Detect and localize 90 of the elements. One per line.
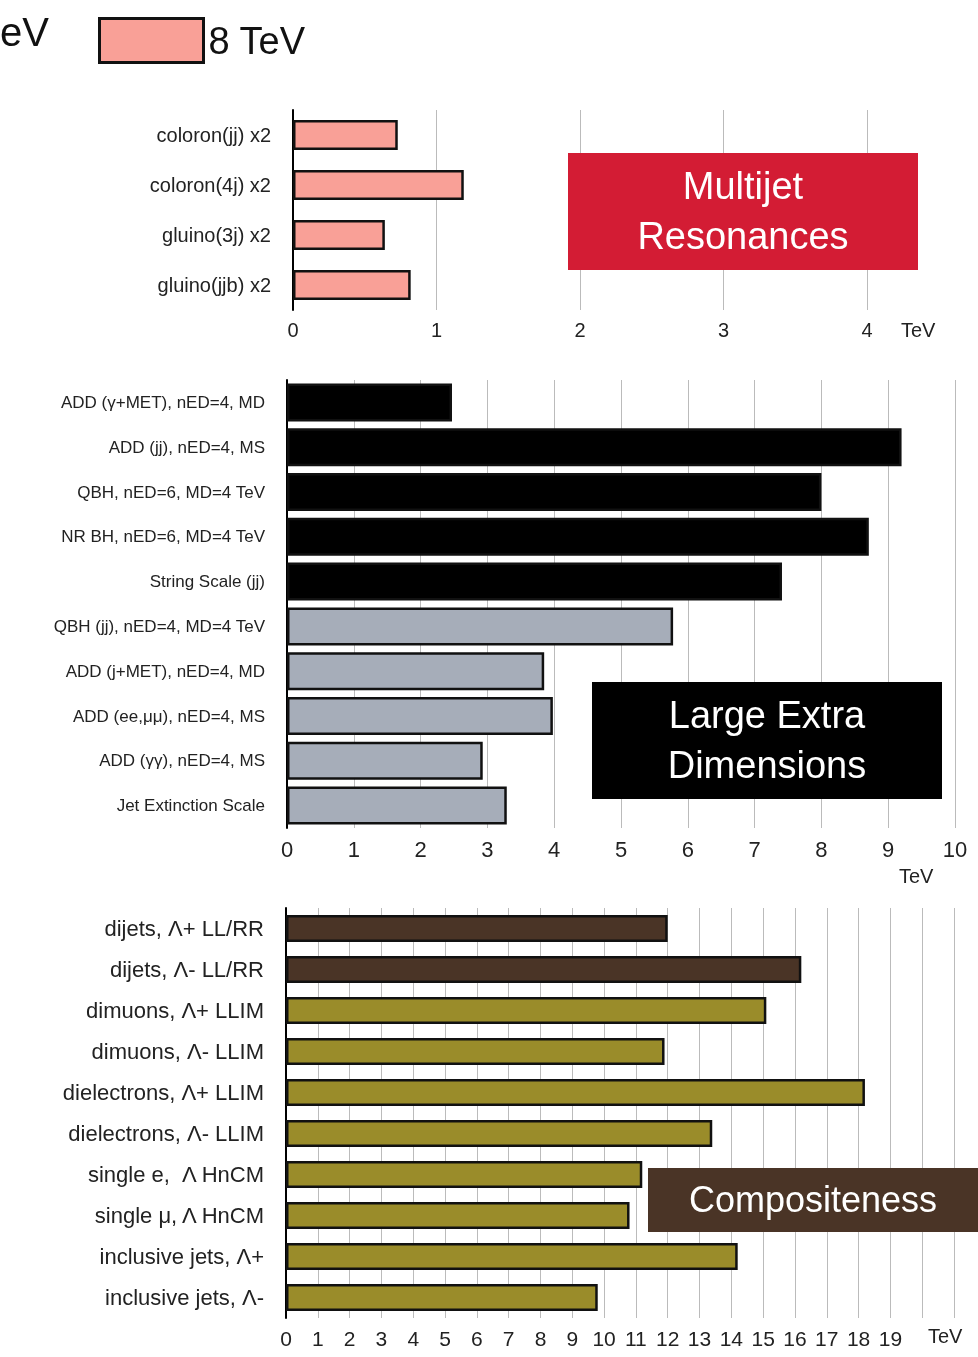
- text: eV: [0, 10, 50, 54]
- x-tick-label: 10: [592, 1327, 616, 1350]
- y-tick-label: coloron(4j) x2: [149, 174, 271, 196]
- bar: [286, 1243, 738, 1270]
- y-tick-label: ADD (γ+MET), nED=4, MD: [60, 392, 265, 412]
- x-tick-label: 7: [748, 836, 761, 862]
- x-tick-label: 1: [311, 1327, 324, 1350]
- bar: [286, 915, 668, 942]
- x-tick-label: 12: [656, 1327, 680, 1350]
- y-tick-label: QBH, nED=6, MD=4 TeV: [77, 482, 266, 502]
- x-tick-label: 9: [566, 1327, 579, 1350]
- bar: [286, 956, 802, 983]
- x-tick-label: 2: [414, 836, 427, 862]
- x-tick-label: 8: [815, 836, 828, 862]
- y-tick-label: Jet Extinction Scale: [116, 796, 265, 816]
- x-tick-label: 6: [471, 1327, 483, 1350]
- y-tick-label: dielectrons, Λ+ LLIM: [62, 1080, 264, 1105]
- x-tick-label: 17: [815, 1327, 839, 1350]
- x-tick-label: 4: [548, 836, 561, 862]
- y-tick-label: ADD (jj), nED=4, MS: [108, 437, 265, 457]
- annotation: Large Extra Dimensions: [667, 693, 867, 788]
- x-tick-label: 18: [846, 1327, 871, 1350]
- x-tick-label: 2: [574, 319, 586, 341]
- x-tick-label: 15: [751, 1327, 775, 1350]
- x-axis-title: TeV: [899, 865, 935, 887]
- bar: [287, 697, 553, 735]
- y-tick-label: inclusive jets, Λ-: [105, 1285, 264, 1310]
- bar: [293, 170, 464, 200]
- bar: [287, 607, 674, 646]
- x-tick-label: 3: [375, 1327, 388, 1350]
- y-tick-label: String Scale (jj): [149, 572, 265, 592]
- x-tick-label: 0: [280, 836, 294, 862]
- annotation: Compositeness: [688, 1177, 938, 1222]
- x-tick-label: 5: [439, 1327, 451, 1350]
- bar: [286, 1202, 630, 1229]
- x-tick-label: 8: [534, 1327, 547, 1350]
- x-tick-label: 11: [625, 1327, 647, 1350]
- y-tick-label: gluino(jjb) x2: [157, 274, 271, 296]
- bar: [286, 1120, 713, 1147]
- y-tick-label: ADD (j+MET), nED=4, MD: [65, 661, 265, 681]
- x-tick-label: 3: [717, 319, 730, 341]
- bar: [293, 270, 411, 300]
- y-tick-label: dimuons, Λ- LLIM: [91, 1039, 264, 1064]
- x-tick-label: 19: [878, 1327, 903, 1350]
- caption-box: Multijet Resonances: [568, 153, 918, 270]
- y-tick-label: ADD (ee,μμ), nED=4, MS: [72, 706, 265, 726]
- x-tick-label: 16: [783, 1327, 807, 1350]
- x-tick-label: 6: [681, 836, 694, 862]
- x-tick-label: 0: [287, 319, 299, 341]
- y-tick-label: ADD (γγ), nED=4, MS: [99, 751, 265, 771]
- bar: [286, 997, 767, 1024]
- bar: [287, 741, 483, 780]
- y-tick-label: QBH (jj), nED=4, MD=4 TeV: [53, 616, 266, 636]
- x-tick-label: 4: [407, 1327, 420, 1350]
- x-tick-label: 1: [430, 319, 443, 341]
- y-tick-label: dijets, Λ- LL/RR: [109, 957, 264, 982]
- caption-box: Large Extra Dimensions: [592, 682, 942, 799]
- x-tick-label: 0: [280, 1327, 292, 1350]
- y-tick-label: inclusive jets, Λ+: [99, 1244, 264, 1269]
- legend-label: 8 TeV: [208, 19, 306, 62]
- y-tick-label: single μ, Λ HnCM: [94, 1203, 264, 1228]
- bar: [287, 652, 545, 691]
- bar: [287, 786, 507, 825]
- bar: [293, 220, 385, 250]
- x-tick-label: 9: [882, 836, 895, 862]
- x-tick-label: 3: [481, 836, 494, 862]
- y-tick-label: NR BH, nED=6, MD=4 TeV: [61, 527, 266, 547]
- x-tick-label: 13: [687, 1327, 712, 1350]
- bar: [286, 1038, 665, 1065]
- caption-box: Compositeness: [648, 1168, 978, 1232]
- x-axis-title: TeV: [928, 1325, 964, 1347]
- bar: [286, 1161, 643, 1188]
- y-tick-label: coloron(jj) x2: [156, 124, 271, 146]
- x-tick-label: 7: [502, 1327, 515, 1350]
- bar: [293, 120, 398, 150]
- x-tick-label: 2: [343, 1327, 356, 1350]
- x-tick-label: 5: [614, 836, 628, 862]
- annotation: Multijet Resonances: [637, 164, 849, 259]
- x-tick-label: 10: [942, 836, 968, 862]
- x-tick-label: 1: [347, 836, 360, 862]
- y-tick-label: dimuons, Λ+ LLIM: [86, 998, 264, 1023]
- x-tick-label: 4: [861, 319, 873, 341]
- x-axis-title: TeV: [901, 319, 937, 341]
- y-tick-label: gluino(3j) x2: [162, 224, 271, 246]
- y-tick-label: dielectrons, Λ- LLIM: [68, 1121, 264, 1146]
- bar: [286, 1079, 865, 1106]
- y-tick-label: single e, Λ HnCM: [87, 1162, 264, 1187]
- bar: [286, 1284, 598, 1311]
- x-tick-label: 14: [719, 1327, 744, 1350]
- y-tick-label: dijets, Λ+ LL/RR: [104, 916, 264, 941]
